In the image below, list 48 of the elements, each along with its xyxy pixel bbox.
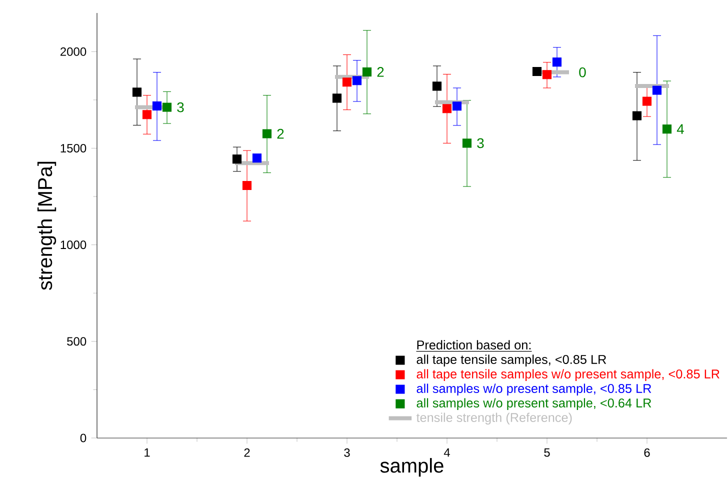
point bbox=[252, 154, 262, 163]
point bbox=[652, 86, 662, 95]
x-axis-title: sample bbox=[380, 458, 444, 477]
point bbox=[162, 102, 172, 112]
y-tick-label: 1000 bbox=[60, 240, 86, 250]
legend-label: tensile strength (Reference) bbox=[416, 412, 572, 425]
point bbox=[332, 94, 342, 103]
annotation: 2 bbox=[377, 67, 384, 77]
point bbox=[642, 96, 652, 106]
legend-label: all tape tensile samples, <0.85 LR bbox=[416, 354, 606, 366]
legend-label: all samples w/o present sample, <0.85 LR bbox=[416, 384, 652, 396]
y-tick-label: 500 bbox=[67, 337, 86, 346]
y-tick-label: 1500 bbox=[60, 144, 86, 152]
point bbox=[342, 78, 352, 87]
point bbox=[542, 70, 552, 80]
x-tick-label: 5 bbox=[544, 448, 550, 457]
point bbox=[362, 67, 372, 76]
annotation: 3 bbox=[477, 138, 484, 148]
y-tick-label: 0 bbox=[80, 434, 86, 442]
point bbox=[452, 102, 462, 111]
y-tick-label: 2000 bbox=[60, 47, 86, 56]
point bbox=[442, 104, 452, 114]
annotation: 4 bbox=[676, 124, 684, 134]
point bbox=[532, 66, 542, 76]
x-tick-label: 1 bbox=[144, 448, 150, 457]
annotation: 0 bbox=[579, 67, 586, 78]
point bbox=[352, 76, 362, 86]
point bbox=[662, 124, 672, 134]
point bbox=[552, 58, 562, 67]
point bbox=[262, 129, 272, 138]
x-tick-label: 6 bbox=[644, 448, 650, 457]
point bbox=[432, 82, 442, 91]
y-axis-title: strength [MPa] bbox=[37, 162, 56, 290]
point bbox=[232, 154, 242, 164]
legend-label: all samples w/o present sample, <0.64 LR bbox=[416, 398, 652, 410]
point bbox=[632, 111, 642, 120]
point bbox=[462, 138, 472, 148]
point bbox=[142, 110, 152, 120]
x-tick-label: 3 bbox=[344, 448, 350, 457]
annotation: 3 bbox=[177, 102, 184, 112]
point bbox=[242, 180, 252, 190]
x-tick-label: 4 bbox=[444, 448, 450, 457]
x-tick-label: 2 bbox=[244, 448, 250, 457]
point bbox=[152, 101, 162, 110]
legend-title: Prediction based on: bbox=[417, 340, 531, 350]
annotation: 2 bbox=[277, 128, 284, 139]
legend-label: all tape tensile samples w/o present sample, <0.85 LR bbox=[416, 369, 720, 381]
point bbox=[132, 88, 142, 97]
